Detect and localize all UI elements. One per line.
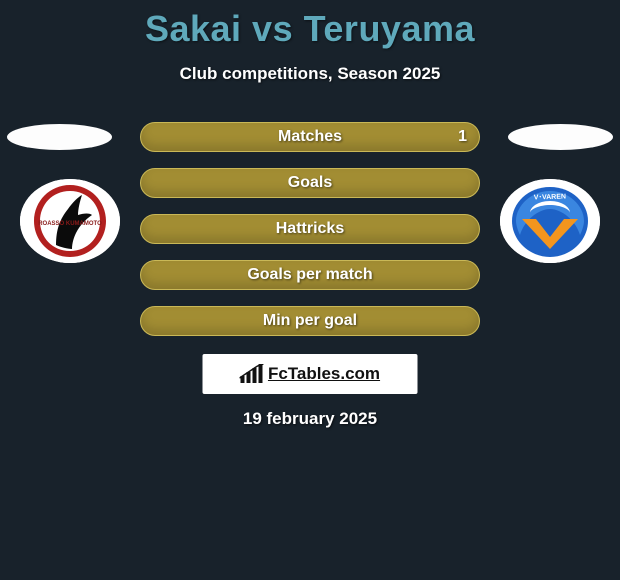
stat-label: Goals per match: [141, 261, 479, 289]
subtitle: Club competitions, Season 2025: [0, 64, 620, 84]
stat-label: Hattricks: [141, 215, 479, 243]
stat-label: Min per goal: [141, 307, 479, 335]
stat-label: Goals: [141, 169, 479, 197]
svg-text:ROASSO KUMAMOTO: ROASSO KUMAMOTO: [38, 221, 102, 227]
stat-label: Matches: [141, 123, 479, 151]
date-text: 19 february 2025: [0, 409, 620, 429]
stat-bar-goals: Goals: [140, 168, 480, 198]
v-varen-nagasaki-crest-icon: V･VAREN: [500, 179, 600, 263]
page-title: Sakai vs Teruyama: [0, 0, 620, 50]
brand-link[interactable]: FcTables.com: [203, 354, 418, 394]
stat-bars: Matches 1 Goals Hattricks Goals per matc…: [140, 122, 480, 352]
stat-bar-goals-per-match: Goals per match: [140, 260, 480, 290]
club-logo-right: V･VAREN: [500, 179, 600, 263]
stat-right-value: 1: [458, 123, 467, 151]
stat-bar-hattricks: Hattricks: [140, 214, 480, 244]
comparison-card: Sakai vs Teruyama Club competitions, Sea…: [0, 0, 620, 580]
svg-text:V･VAREN: V･VAREN: [534, 193, 566, 201]
club-logo-left: ROASSO KUMAMOTO: [20, 179, 120, 263]
bar-chart-icon: [240, 364, 264, 384]
country-flag-left: [7, 124, 112, 150]
brand-text: FcTables.com: [268, 364, 380, 384]
roasso-kumamoto-crest-icon: ROASSO KUMAMOTO: [20, 179, 120, 263]
country-flag-right: [508, 124, 613, 150]
stat-bar-matches: Matches 1: [140, 122, 480, 152]
stat-bar-min-per-goal: Min per goal: [140, 306, 480, 336]
